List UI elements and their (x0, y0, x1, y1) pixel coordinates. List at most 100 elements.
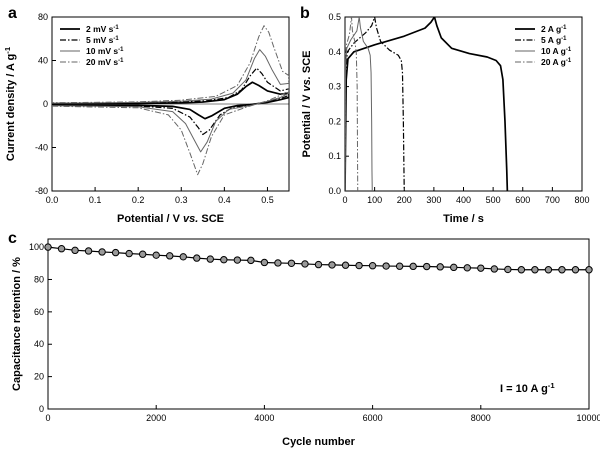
y-tick-label: 0.5 (328, 12, 341, 22)
x-tick-label: 2000 (146, 413, 166, 423)
x-tick-label: 0 (342, 195, 347, 205)
panel-a: a 0.0 0.1 0.2 0.3 0.4 0.5 -80 -40 0 40 80 Potential … (3, 5, 290, 225)
x-tick-label: 700 (545, 195, 560, 205)
data-point (517, 266, 526, 274)
data-point (260, 258, 269, 267)
x-tick-label: 400 (456, 195, 471, 205)
x-tick-label: 300 (426, 195, 441, 205)
x-tick-label: 200 (397, 195, 412, 205)
panel-letter: b (300, 5, 310, 22)
y-tick-label: -40 (35, 143, 48, 153)
series-line-2-mv-s (52, 81, 289, 120)
series-line-20-a-g (345, 17, 359, 191)
panel-letter: c (8, 230, 17, 247)
series-line-5-mv-s (52, 67, 289, 136)
data-point (71, 246, 79, 255)
legend-label: 10 mV s-1 (86, 46, 124, 56)
legend-label: 20 A g-1 (541, 57, 572, 67)
y-tick-label: 40 (38, 56, 48, 66)
x-tick-label: 500 (486, 195, 501, 205)
data-point (368, 262, 377, 270)
data-point (531, 266, 539, 274)
x-tick-label: 0.1 (89, 195, 102, 205)
data-point (409, 262, 417, 271)
data-point (314, 260, 323, 269)
series-line-10-a-g (345, 17, 373, 191)
data-point (247, 256, 255, 265)
y-tick-label: 0.2 (328, 116, 341, 126)
data-point (44, 243, 52, 251)
y-axis-label: Capacitance retention / % (11, 257, 23, 391)
data-point (490, 265, 499, 273)
y-tick-label: 60 (34, 307, 44, 317)
x-tick-label: 8000 (471, 413, 491, 423)
legend-label: 20 mV s-1 (86, 57, 124, 67)
data-point (138, 250, 147, 258)
data-point (544, 266, 553, 274)
data-point (84, 247, 93, 255)
y-tick-label: 0 (43, 99, 48, 109)
y-tick-label: -80 (35, 186, 48, 196)
data-point (98, 248, 106, 256)
plot-frame (47, 238, 590, 410)
data-point (274, 259, 282, 267)
data-point (233, 256, 242, 264)
panel-b: b 0 100 200 300 400 500 600 700 800 0.0 0.1 0.2 0.3 0.… (300, 5, 590, 225)
data-point (558, 266, 566, 274)
x-axis-label: Time / s (443, 213, 484, 225)
legend-label: 5 mV s-1 (86, 35, 119, 45)
y-tick-label: 0 (39, 404, 44, 414)
data-point (152, 251, 160, 259)
data-point (206, 255, 215, 263)
series-line-2-a-g (345, 17, 509, 191)
x-tick-label: 0.2 (132, 195, 145, 205)
data-point (436, 263, 444, 271)
data-point (125, 249, 133, 258)
y-axis-label: Current density / A g-1 (3, 46, 18, 161)
x-tick-label: 0 (45, 413, 50, 423)
x-tick-label: 800 (574, 195, 589, 205)
y-tick-label: 40 (34, 339, 44, 349)
data-point (504, 265, 512, 274)
data-point (571, 266, 580, 274)
data-point (111, 248, 120, 257)
data-point (220, 256, 228, 264)
data-point (328, 261, 336, 269)
x-tick-label: 10000 (576, 413, 600, 423)
data-point (382, 262, 390, 270)
series-line-20-mv-s (52, 25, 289, 176)
x-tick-label: 600 (515, 195, 530, 205)
data-point (395, 262, 404, 270)
y-tick-label: 0.1 (328, 151, 341, 161)
y-tick-label: 20 (34, 372, 44, 382)
legend-label: 10 A g-1 (541, 46, 572, 56)
y-axis-label: Potential / V vs. SCE (301, 51, 313, 158)
x-axis-label: Potential / V vs. SCE (117, 213, 224, 225)
series-line-5-a-g (345, 17, 405, 191)
data-point (193, 254, 201, 262)
legend-label: 2 mV s-1 (86, 24, 119, 34)
y-tick-label: 0.0 (328, 186, 341, 196)
data-point (301, 260, 309, 268)
x-tick-label: 4000 (254, 413, 274, 423)
y-tick-label: 80 (34, 274, 44, 284)
x-tick-label: 0.4 (218, 195, 231, 205)
x-tick-label: 6000 (363, 413, 383, 423)
data-point (355, 261, 363, 270)
x-tick-label: 100 (367, 195, 382, 205)
y-tick-label: 100 (29, 242, 44, 252)
legend-label: 5 A g-1 (541, 35, 567, 45)
legend-label: 2 A g-1 (541, 24, 567, 34)
y-tick-label: 0.3 (328, 82, 341, 92)
series-line-10-mv-s (52, 49, 289, 153)
x-axis-label: Cycle number (282, 436, 355, 448)
data-point (477, 264, 485, 272)
x-tick-label: 0.3 (175, 195, 188, 205)
annotation-current-density: I = 10 A g-1 (500, 381, 555, 396)
panel-letter: a (8, 5, 17, 22)
y-tick-label: 80 (38, 12, 48, 22)
data-point (341, 261, 350, 269)
data-point (423, 262, 431, 271)
data-point (450, 263, 458, 272)
